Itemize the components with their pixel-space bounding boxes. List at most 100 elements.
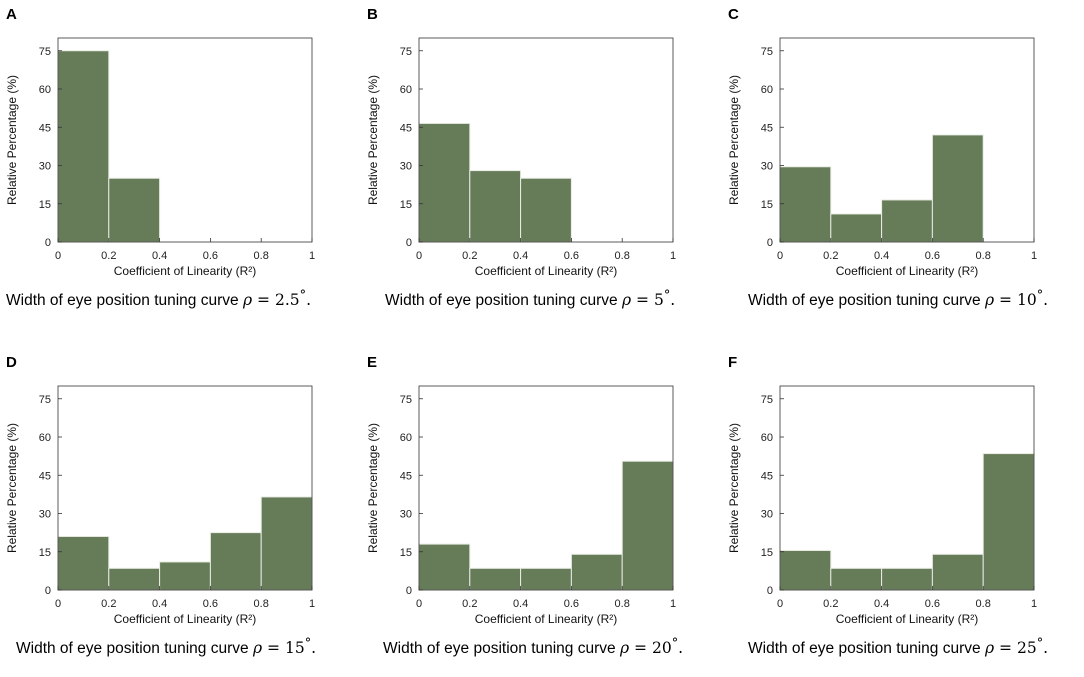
y-tick-label: 60 [39,84,51,96]
x-tick-label: 1 [1031,598,1037,610]
x-tick-label: 0.8 [976,598,991,610]
caption-equals: = [999,639,1013,658]
caption-rho: ρ [242,291,253,310]
panel-letter: C [728,6,739,23]
x-tick-label: 0.2 [823,598,838,610]
histogram-bar [931,134,984,243]
y-tick-label: 75 [761,394,773,406]
y-tick-label: 75 [400,46,412,58]
x-tick-label: 0 [777,250,783,262]
histogram-bar [469,170,522,243]
y-tick-label: 45 [39,470,51,482]
histogram-chart-d: D 0 15 30 45 60 75 0 0.2 0.4 0.6 0.8 1 Coefficient of… [5,354,315,626]
x-tick-label: 0.8 [254,598,269,610]
caption-math: ρ = 5°. [622,288,676,310]
caption-equals: = [636,291,650,310]
y-tick-label: 15 [761,199,773,211]
y-tick-label: 60 [761,432,773,444]
caption-period: . [670,291,676,310]
x-axis-label: Coefficient of Linearity (R²) [475,612,618,626]
caption-math: ρ = 15°. [252,636,316,658]
panel-letter: E [367,354,377,371]
caption-rho: ρ [619,639,630,658]
plot-axes-box [418,37,674,243]
y-tick-label: 45 [400,122,412,134]
x-tick-label: 0.4 [152,250,167,262]
y-tick-label: 75 [761,46,773,58]
caption-equals: = [999,291,1013,310]
y-tick-label: 60 [400,432,412,444]
y-tick-label: 60 [39,432,51,444]
x-tick-label: 0 [55,598,61,610]
caption-text: Width of eye position tuning curve [383,640,616,658]
x-tick-label: 0.4 [874,598,889,610]
x-tick-label: 0 [416,598,422,610]
histogram-bar [982,453,1035,591]
x-tick-label: 1 [309,598,315,610]
histogram-bar [881,567,933,591]
panel-b: B 0 15 30 45 60 75 0 0.2 0.4 0.6 0.8 1 Coefficient of… [361,0,722,329]
histogram-bar [931,553,984,591]
y-axis-label: Relative Percentage (%) [366,423,380,553]
caption-degree: ° [671,636,679,651]
caption-math: ρ = 25°. [984,636,1048,658]
x-tick-label: 0.4 [513,598,528,610]
x-tick-label: 0.6 [925,250,940,262]
y-tick-label: 15 [400,199,412,211]
panel-f: F 0 15 30 45 60 75 0 0.2 0.4 0.6 0.8 1 Coefficient of… [722,348,1083,677]
caption-text: Width of eye position tuning curve [385,292,618,310]
caption-equals: = [257,291,271,310]
x-tick-label: 0.4 [513,250,528,262]
y-tick-label: 45 [761,122,773,134]
plot-axes-box [57,37,313,243]
panel-d: D 0 15 30 45 60 75 0 0.2 0.4 0.6 0.8 1 Coefficient of… [0,348,361,677]
histogram-bar [830,567,883,591]
panel-a: A 0 15 30 45 60 75 0 0.2 0.4 0.6 0.8 1 Coefficient of… [0,0,361,329]
y-tick-label: 60 [400,84,412,96]
x-tick-label: 0.8 [976,250,991,262]
y-tick-label: 15 [39,547,51,559]
caption-text: Width of eye position tuning curve [16,640,249,658]
histogram-bar [418,543,471,591]
x-tick-label: 0.6 [564,598,579,610]
histogram-bar [108,567,161,591]
panel-letter: F [728,354,737,371]
histogram-bar [621,460,674,591]
y-tick-label: 75 [39,394,51,406]
caption-rho: ρ [984,639,995,658]
histogram-chart-c: C 0 15 30 45 60 75 0 0.2 0.4 0.6 0.8 1 Coefficient of… [727,6,1037,278]
y-axis-label: Relative Percentage (%) [366,75,380,205]
plot-axes-box [57,385,313,591]
panel-caption-b: Width of eye position tuning curve ρ = 5… [385,288,675,310]
histogram-bar [209,532,262,591]
caption-degree: ° [1036,636,1044,651]
y-tick-label: 15 [39,199,51,211]
x-tick-label: 0.2 [101,250,116,262]
panel-caption-e: Width of eye position tuning curve ρ = 2… [383,636,683,658]
x-tick-label: 0.4 [152,598,167,610]
plot-axes-box [418,385,674,591]
plot-axes-box [779,37,1035,243]
panel-c: C 0 15 30 45 60 75 0 0.2 0.4 0.6 0.8 1 Coefficient of… [722,0,1083,329]
histogram-bar [159,561,211,591]
y-tick-label: 30 [39,509,51,521]
histogram-chart-e: E 0 15 30 45 60 75 0 0.2 0.4 0.6 0.8 1 Coefficient of… [366,354,676,626]
x-axis-label: Coefficient of Linearity (R²) [114,264,257,278]
y-tick-label: 30 [761,161,773,173]
caption-math: ρ = 2.5°. [242,288,311,310]
caption-equals: = [634,639,648,658]
caption-equals: = [267,639,281,658]
y-axis-label: Relative Percentage (%) [727,75,741,205]
panel-letter: A [6,6,17,23]
histogram-bar [520,177,572,243]
y-tick-label: 45 [39,122,51,134]
y-tick-label: 0 [406,585,412,597]
histogram-bar [418,122,471,243]
plot-axes-box [779,385,1035,591]
panel-letter: D [6,354,17,371]
histogram-bar [570,553,623,591]
caption-degree: ° [1036,288,1044,303]
caption-rho: ρ [252,639,263,658]
x-axis-label: Coefficient of Linearity (R²) [475,264,618,278]
panel-caption-a: Width of eye position tuning curve ρ = 2… [6,288,311,310]
